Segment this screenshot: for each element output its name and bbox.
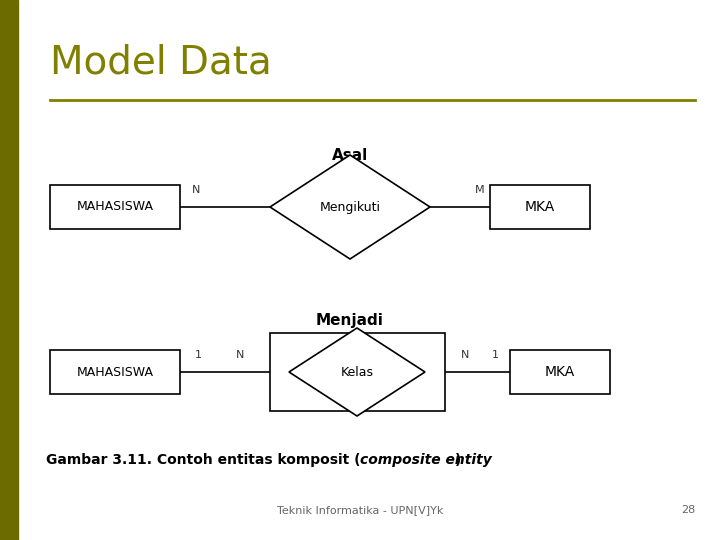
- Text: MAHASISWA: MAHASISWA: [76, 366, 153, 379]
- Text: N: N: [461, 350, 469, 360]
- Polygon shape: [270, 155, 430, 259]
- Text: 1: 1: [492, 350, 498, 360]
- Bar: [50, 185, 180, 229]
- Text: Kelas: Kelas: [341, 366, 374, 379]
- Text: M: M: [475, 185, 485, 195]
- Bar: [270, 333, 445, 411]
- Text: Mengikuti: Mengikuti: [320, 200, 380, 213]
- Text: Asal: Asal: [332, 147, 368, 163]
- Text: Menjadi: Menjadi: [316, 313, 384, 327]
- Text: Gambar 3.11. Contoh entitas komposit (: Gambar 3.11. Contoh entitas komposit (: [45, 453, 360, 467]
- Text: MKA: MKA: [545, 365, 575, 379]
- Text: MKA: MKA: [525, 200, 555, 214]
- Text: Model Data: Model Data: [50, 43, 271, 81]
- Text: ): ): [455, 453, 462, 467]
- Bar: [0, 0, 18, 540]
- Text: 28: 28: [680, 505, 695, 515]
- Bar: [490, 185, 590, 229]
- Text: composite entity: composite entity: [360, 453, 492, 467]
- Text: N: N: [236, 350, 244, 360]
- Text: N: N: [192, 185, 200, 195]
- Bar: [510, 350, 610, 394]
- Bar: [50, 350, 180, 394]
- Text: Teknik Informatika - UPN[V]Yk: Teknik Informatika - UPN[V]Yk: [276, 505, 444, 515]
- Text: 1: 1: [194, 350, 202, 360]
- Polygon shape: [289, 328, 425, 416]
- Text: MAHASISWA: MAHASISWA: [76, 200, 153, 213]
